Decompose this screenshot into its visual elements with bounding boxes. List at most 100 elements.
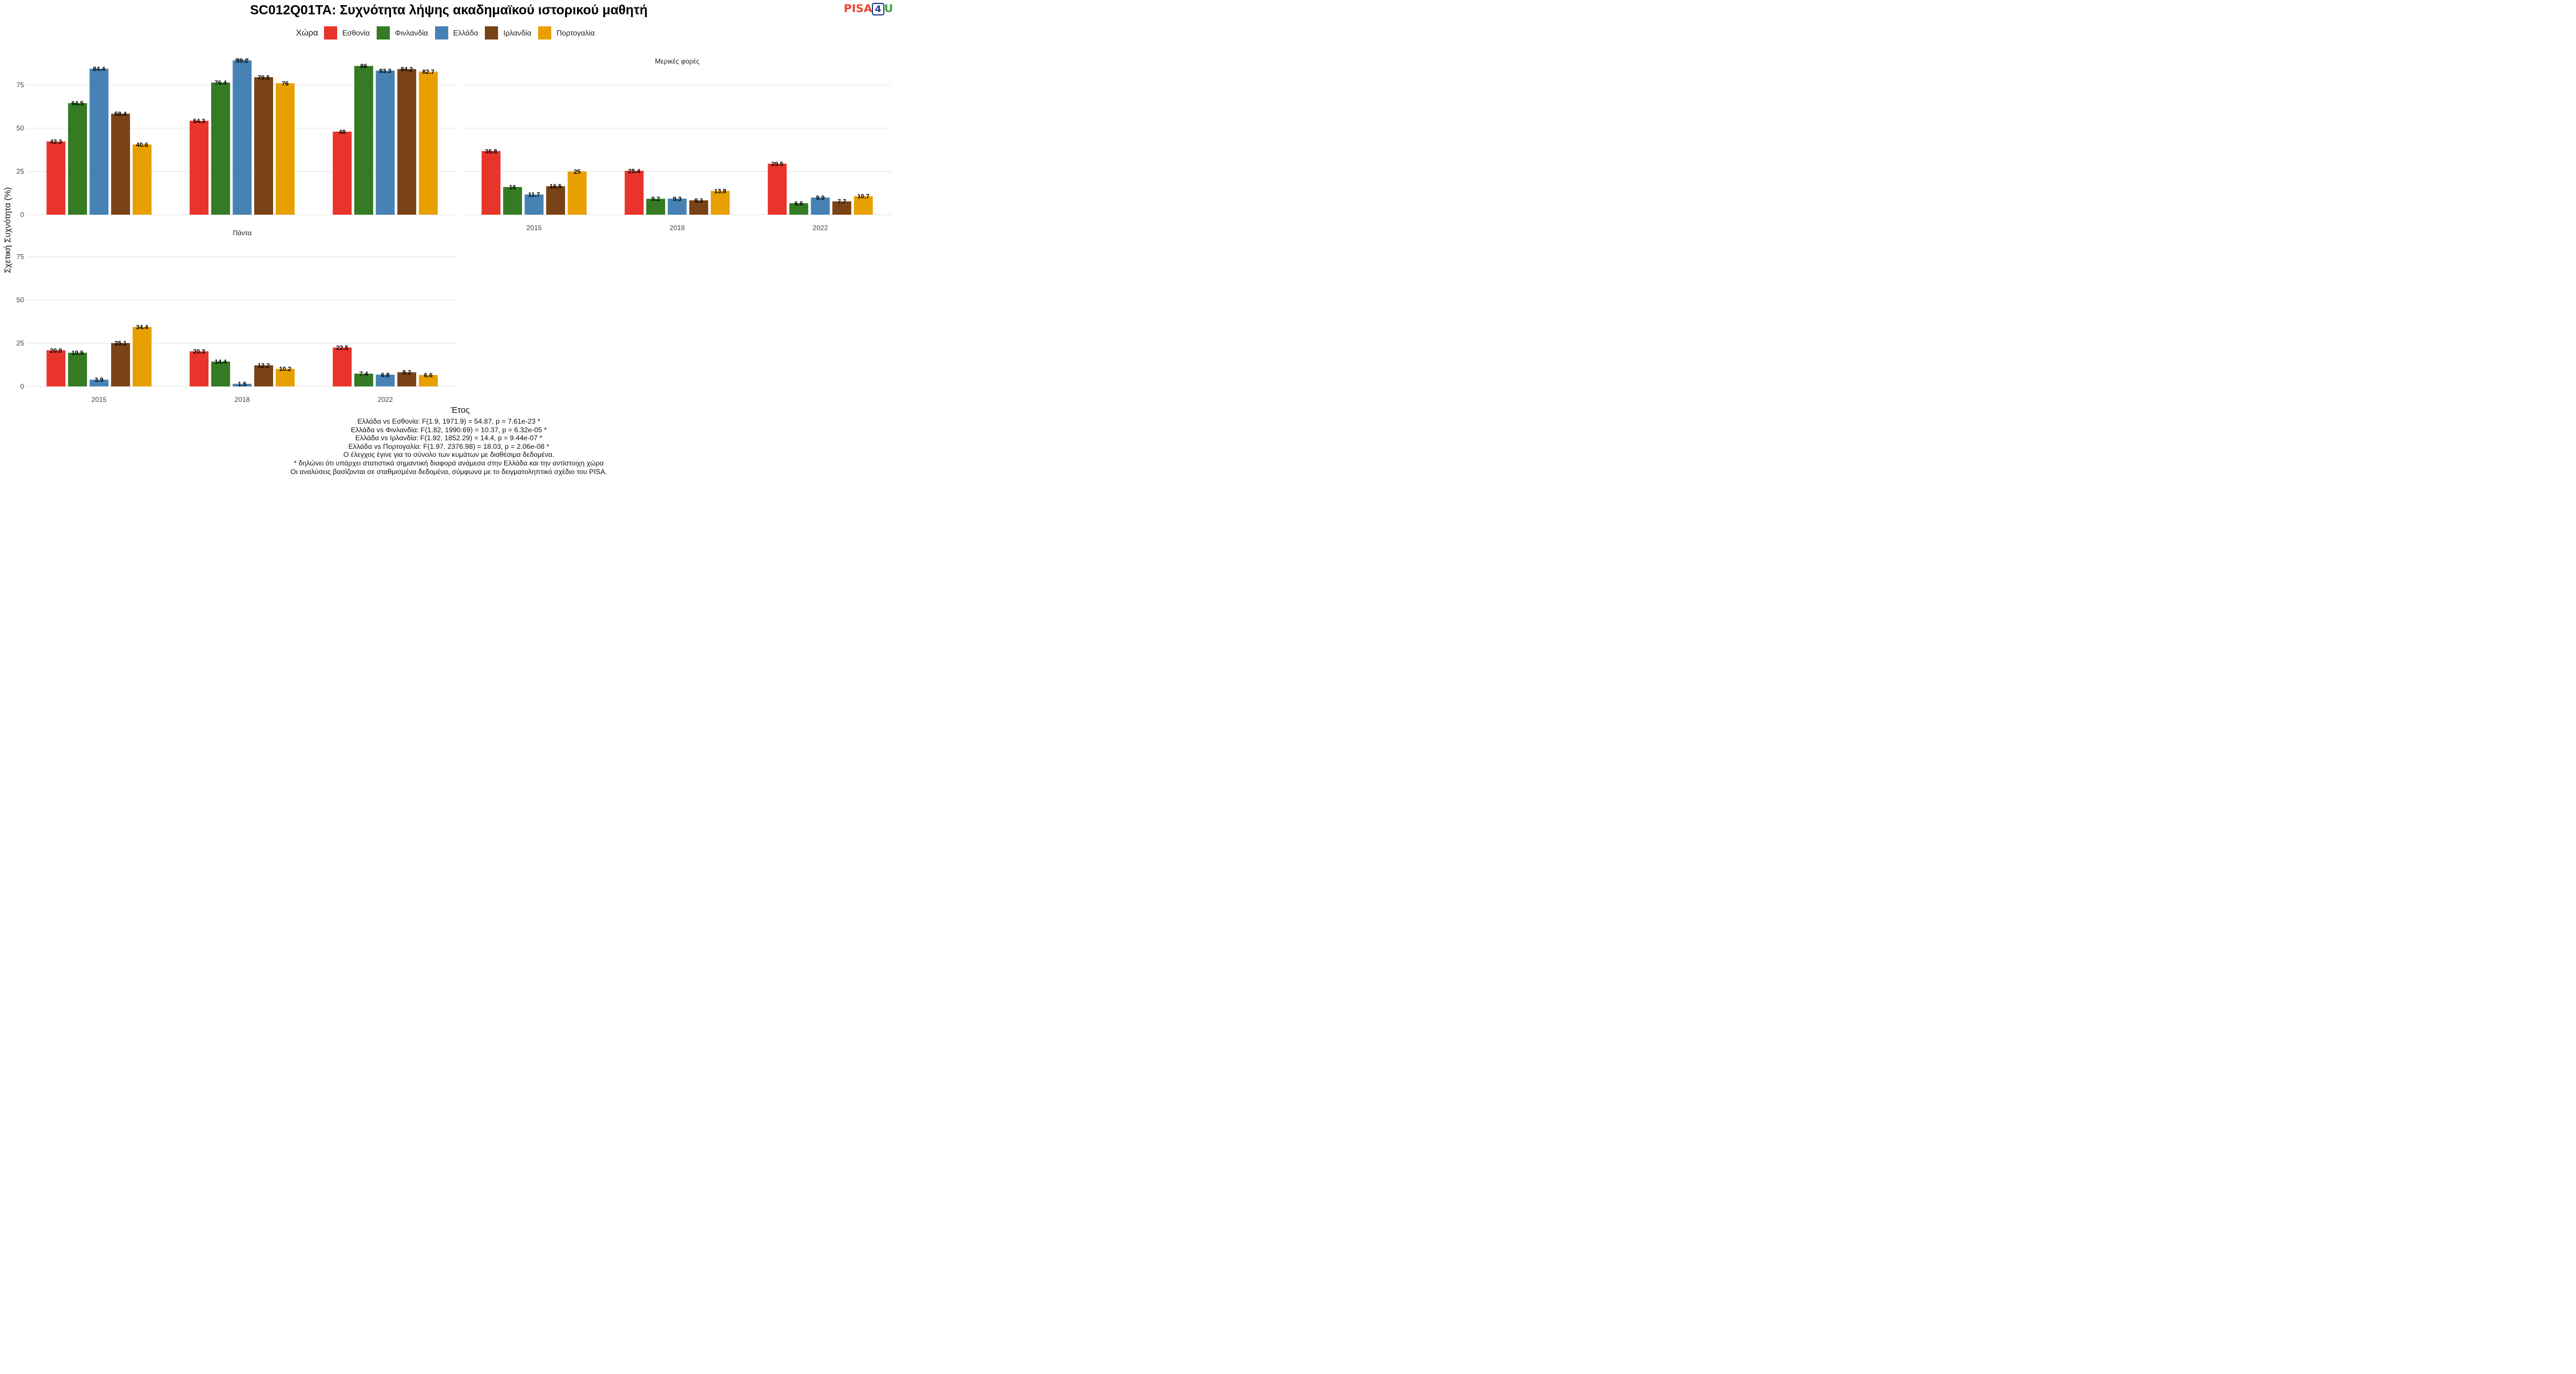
bar	[418, 72, 438, 215]
data-label: 36.8	[485, 148, 497, 155]
bar	[524, 194, 544, 215]
bar	[68, 353, 87, 386]
y-tick-label: 25	[17, 339, 25, 347]
footnotes: Ελλάδα vs Εσθονία: F(1.9, 1971.9) = 54.8…	[0, 417, 898, 476]
bar	[546, 186, 566, 215]
legend: Χώρα Εσθονία Φινλανδία Ελλάδα Ιρλανδία Πορτο…	[0, 26, 898, 40]
legend-swatch	[434, 26, 448, 40]
x-tick-label: 2015	[527, 224, 542, 232]
legend-swatch	[538, 26, 552, 40]
data-label: 7.4	[359, 371, 369, 378]
data-label: 29.5	[771, 161, 783, 168]
bar	[689, 200, 709, 215]
bar	[46, 350, 66, 386]
legend-swatch	[485, 26, 499, 40]
footnote-line: * δηλώνει ότι υπάρχει στατιστικά σημαντι…	[294, 459, 604, 467]
data-label: 84.2	[401, 66, 413, 73]
legend-label: Πορτογαλία	[556, 29, 595, 37]
footnote-line: Ελλάδα vs Πορτογαλία: F(1.97, 2376.98) =…	[348, 442, 550, 451]
data-label: 76.4	[215, 80, 227, 86]
legend-label: Φινλανδία	[394, 29, 428, 37]
bar	[254, 77, 274, 215]
bar	[481, 151, 501, 215]
data-label: 22.5	[336, 345, 348, 352]
y-axis-title: Σχετική Συχνότητα (%)	[3, 187, 13, 273]
bar	[89, 380, 109, 386]
legend-title: Χώρα	[295, 28, 318, 38]
y-tick-label: 50	[17, 124, 25, 132]
bar	[89, 69, 109, 215]
data-label: 1.5	[238, 381, 246, 388]
data-label: 34.4	[136, 324, 148, 331]
data-label: 76	[282, 80, 289, 87]
bar	[254, 365, 274, 386]
legend-item: Πορτογαλία	[538, 26, 595, 40]
legend-label: Ιρλανδία	[503, 29, 532, 37]
data-label: 25.4	[628, 168, 641, 175]
logo-text-4: 4	[872, 3, 884, 15]
legend-item: Ιρλανδία	[485, 26, 531, 40]
bar	[189, 351, 209, 386]
footnote-line: Ελλάδα vs Εσθονία: F(1.9, 1971.9) = 54.8…	[357, 417, 540, 425]
data-label: 42.3	[50, 139, 62, 145]
data-label: 83.3	[379, 68, 391, 74]
data-label: 25.1	[114, 340, 127, 347]
legend-swatch	[323, 26, 337, 40]
bar	[132, 327, 152, 386]
bar	[111, 343, 131, 386]
y-tick-label: 75	[17, 81, 25, 89]
bar	[232, 384, 252, 386]
data-label: 6.6	[795, 200, 803, 207]
data-label: 25	[574, 168, 580, 175]
bar	[189, 120, 209, 215]
bar	[789, 203, 808, 215]
data-label: 8.3	[694, 198, 703, 204]
footnote-line: Οι αναλύσεις βασίζονται σε σταθμισμένα δ…	[290, 467, 607, 476]
data-label: 16.5	[550, 183, 562, 190]
data-label: 10.7	[857, 194, 869, 200]
legend-item: Εσθονία	[323, 26, 370, 40]
bar	[46, 141, 66, 215]
bar	[232, 60, 252, 215]
y-tick-label: 75	[17, 252, 25, 260]
data-label: 11.7	[528, 192, 540, 199]
bar	[710, 191, 730, 215]
data-label: 40.6	[136, 141, 148, 148]
bar	[418, 375, 438, 386]
bar	[646, 199, 665, 215]
data-label: 58.4	[114, 111, 127, 118]
faceted-bar-chart: Ποτέ025507542.354.34864.576.48684.489.28…	[3, 57, 892, 415]
pisa4u-logo: PISA 4 U	[844, 2, 893, 15]
data-label: 7.7	[837, 199, 846, 206]
bar	[854, 196, 873, 215]
data-label: 20.3	[193, 349, 205, 356]
bar	[275, 83, 295, 215]
footnote-line: Ελλάδα vs Φινλανδία: F(1.82, 1990.69) = …	[350, 425, 547, 434]
data-label: 54.3	[193, 118, 205, 125]
bar	[503, 187, 522, 215]
logo-text-pisa: PISA	[844, 2, 872, 15]
y-tick-label: 50	[17, 296, 25, 304]
bar	[667, 198, 687, 215]
chart-title: SC012Q01TA: Συχνότητα λήψης ακαδημαϊκού …	[250, 2, 648, 17]
data-label: 6.6	[424, 372, 433, 379]
x-tick-label: 2015	[92, 396, 107, 404]
x-tick-label: 2018	[670, 224, 685, 232]
x-axis-title: Έτος	[450, 405, 469, 415]
y-tick-label: 25	[17, 167, 25, 175]
data-label: 6.8	[381, 372, 389, 378]
x-tick-label: 2022	[813, 224, 828, 232]
x-tick-label: 2022	[378, 396, 393, 404]
bar	[333, 131, 352, 215]
bar	[832, 201, 852, 215]
data-label: 9.2	[651, 196, 660, 203]
legend-label: Εσθονία	[342, 29, 370, 37]
bar	[132, 144, 152, 215]
logo-text-u: U	[884, 2, 893, 15]
data-label: 12.2	[258, 362, 270, 369]
data-label: 10.2	[279, 366, 291, 373]
data-label: 9.9	[816, 195, 824, 202]
data-label: 20.9	[50, 348, 62, 354]
data-label: 84.4	[93, 66, 105, 73]
bar	[275, 369, 295, 386]
